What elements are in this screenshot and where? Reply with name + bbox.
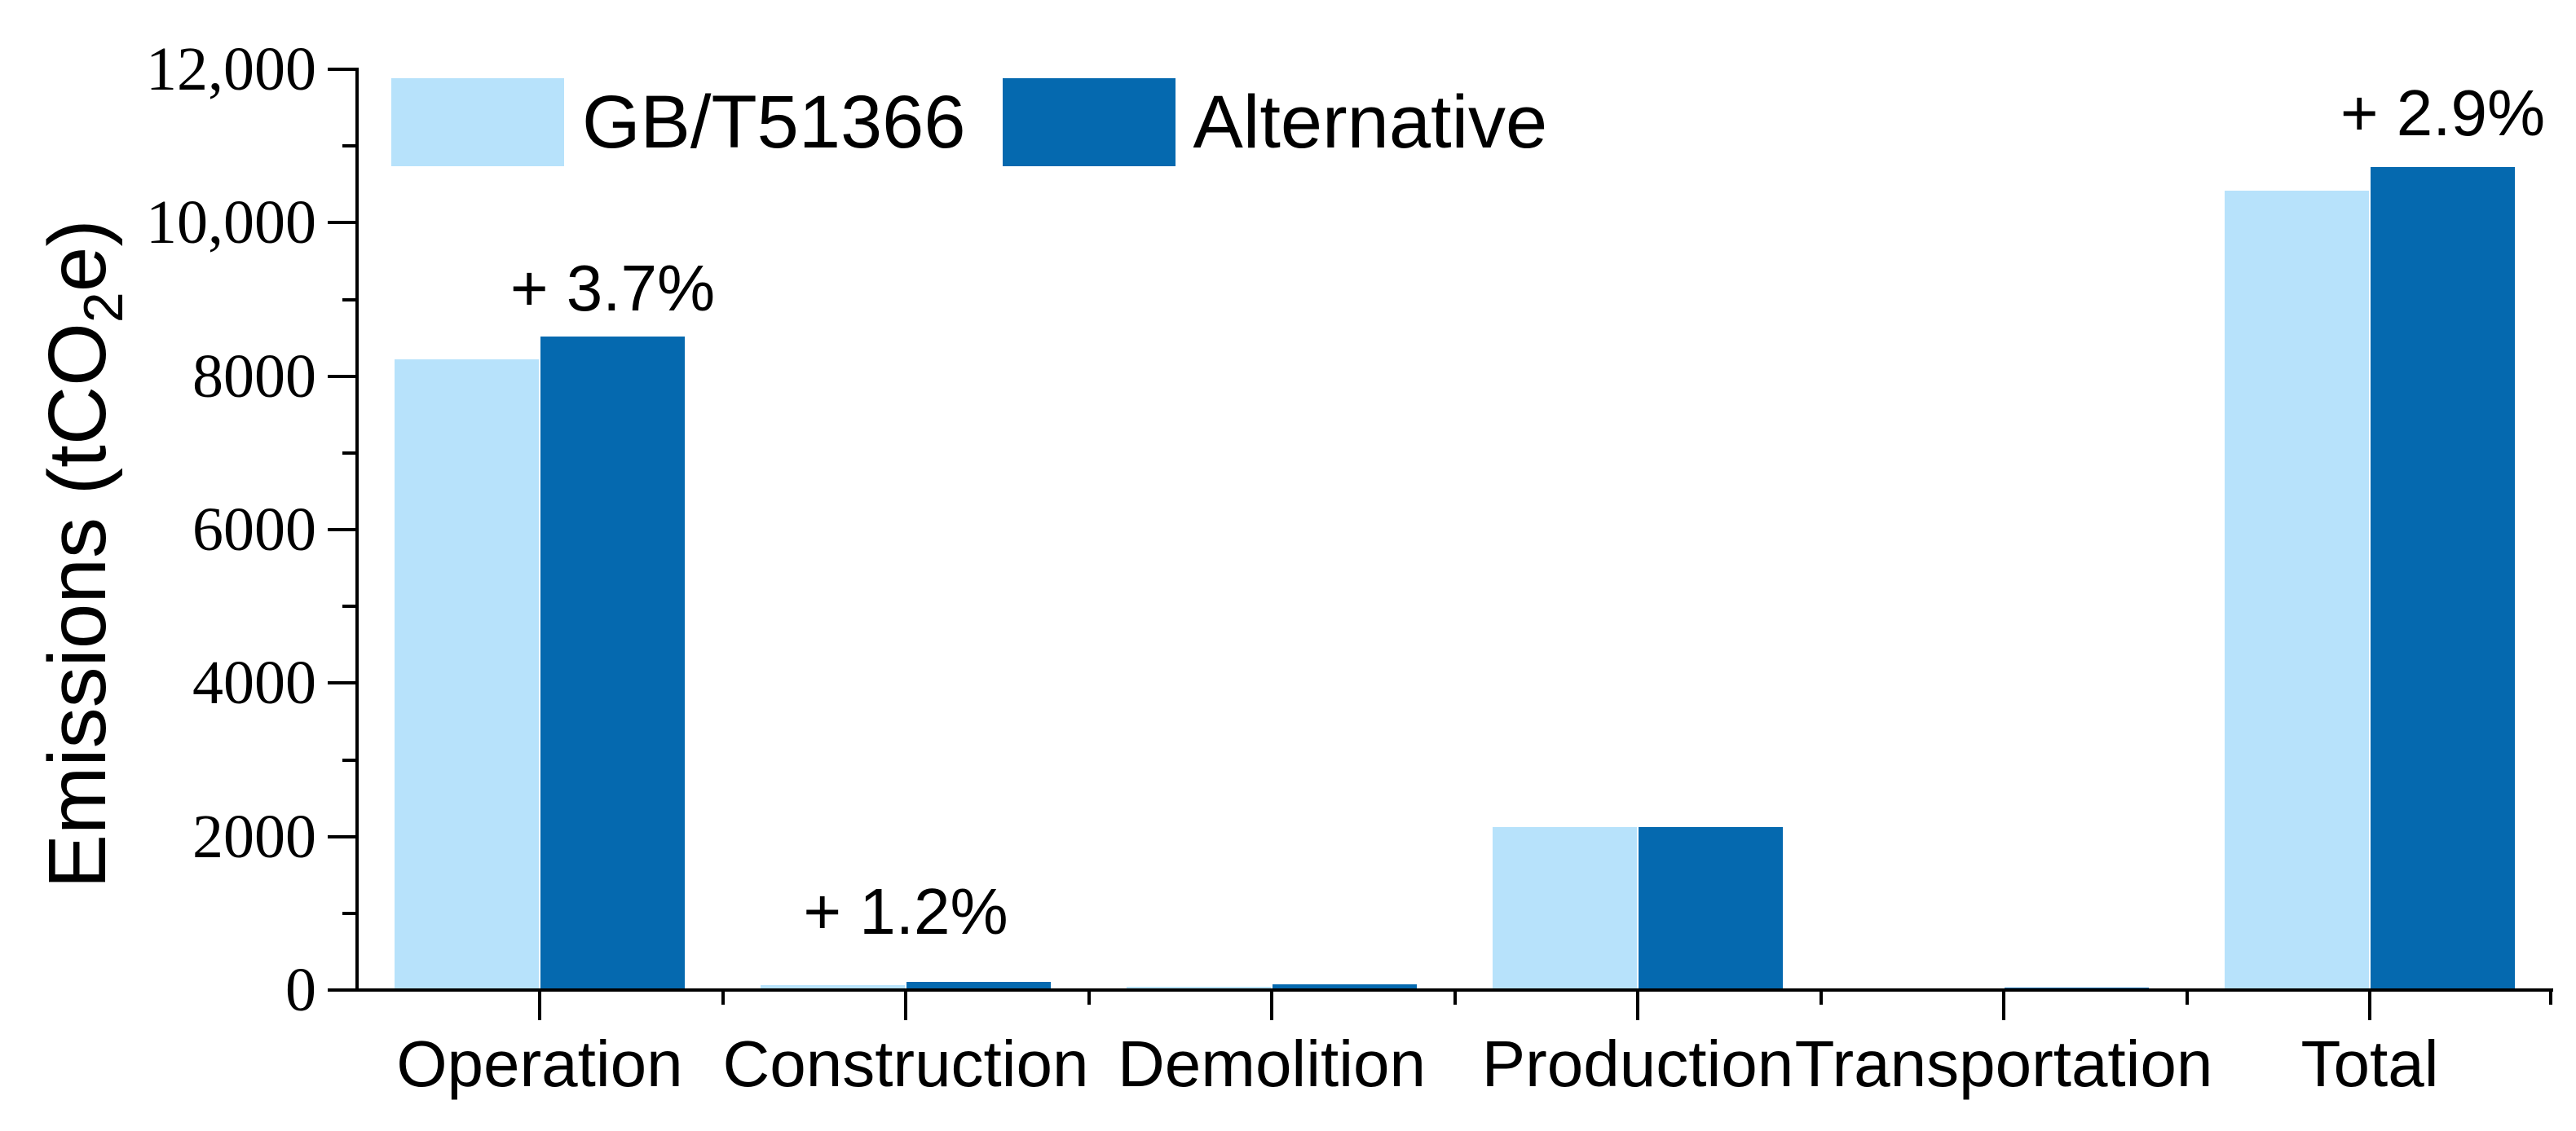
y-axis-line bbox=[355, 68, 359, 992]
y-major-tick-0 bbox=[328, 988, 357, 992]
y-tick-label-4000: 4000 bbox=[192, 649, 316, 718]
bar-alternative-operation bbox=[540, 337, 685, 988]
bar-gb-t51366-total bbox=[2225, 191, 2369, 988]
y-minor-tick-7000 bbox=[342, 451, 357, 455]
x-major-tick-total bbox=[2368, 992, 2371, 1020]
x-major-tick-construction bbox=[904, 992, 907, 1020]
x-major-tick-operation bbox=[538, 992, 541, 1020]
x-category-label-operation: Operation bbox=[396, 1028, 683, 1100]
y-minor-tick-5000 bbox=[342, 605, 357, 609]
bar-alternative-construction bbox=[906, 982, 1051, 988]
y-minor-tick-9000 bbox=[342, 297, 357, 301]
y-minor-tick-3000 bbox=[342, 758, 357, 762]
bar-alternative-total bbox=[2371, 167, 2515, 988]
x-minor-tick-3 bbox=[1819, 992, 1823, 1005]
legend-item-alternative: Alternative bbox=[1002, 78, 1548, 166]
bar-alternative-demolition bbox=[1273, 984, 1417, 988]
y-tick-label-0: 0 bbox=[285, 956, 316, 1024]
x-major-tick-production bbox=[1636, 992, 1639, 1020]
x-minor-tick-0 bbox=[721, 992, 725, 1005]
x-major-tick-transportation bbox=[2002, 992, 2005, 1020]
y-tick-label-8000: 8000 bbox=[192, 341, 316, 411]
y-tick-label-2000: 2000 bbox=[192, 802, 316, 871]
x-category-label-production: Production bbox=[1481, 1028, 1794, 1100]
bar-gb-t51366-demolition bbox=[1127, 987, 1271, 988]
y-axis-title-subscript: 2 bbox=[73, 292, 135, 323]
x-minor-tick-5 bbox=[2549, 992, 2552, 1005]
y-tick-label-6000: 6000 bbox=[192, 495, 316, 564]
annotation-construction: + 1.2% bbox=[803, 874, 1008, 948]
y-tick-label-10000: 10,000 bbox=[146, 188, 316, 257]
legend-item-gbt51366: GB/T51366 bbox=[391, 78, 966, 166]
legend-swatch-gbt51366 bbox=[391, 78, 564, 166]
bar-alternative-production bbox=[1639, 827, 1783, 988]
x-minor-tick-1 bbox=[1087, 992, 1091, 1005]
annotation-operation: + 3.7% bbox=[509, 251, 716, 324]
legend: GB/T51366 Alternative bbox=[391, 78, 1547, 166]
y-major-tick-12000 bbox=[328, 68, 357, 71]
x-major-tick-demolition bbox=[1270, 992, 1273, 1020]
x-category-label-transportation: Transportation bbox=[1794, 1028, 2213, 1100]
x-category-label-demolition: Demolition bbox=[1118, 1028, 1426, 1100]
legend-swatch-alternative bbox=[1002, 78, 1176, 166]
y-major-tick-2000 bbox=[328, 834, 357, 838]
bar-gb-t51366-operation bbox=[395, 359, 539, 988]
bar-gb-t51366-construction bbox=[761, 985, 905, 988]
x-minor-tick-4 bbox=[2185, 992, 2189, 1005]
annotation-total: + 2.9% bbox=[2340, 77, 2546, 150]
y-tick-label-12000: 12,000 bbox=[146, 35, 316, 103]
x-category-label-construction: Construction bbox=[722, 1028, 1089, 1100]
x-axis-line bbox=[355, 988, 2553, 992]
x-category-label-total: Total bbox=[2300, 1028, 2439, 1100]
y-minor-tick-11000 bbox=[342, 144, 357, 148]
bar-gb-t51366-production bbox=[1493, 827, 1637, 988]
y-major-tick-6000 bbox=[328, 528, 357, 531]
x-minor-tick-2 bbox=[1453, 992, 1457, 1005]
legend-label-gbt51366: GB/T51366 bbox=[582, 81, 966, 164]
legend-label-alternative: Alternative bbox=[1193, 81, 1548, 164]
y-major-tick-4000 bbox=[328, 681, 357, 685]
y-major-tick-8000 bbox=[328, 374, 357, 378]
y-minor-tick-1000 bbox=[342, 911, 357, 915]
y-major-tick-10000 bbox=[328, 221, 357, 225]
